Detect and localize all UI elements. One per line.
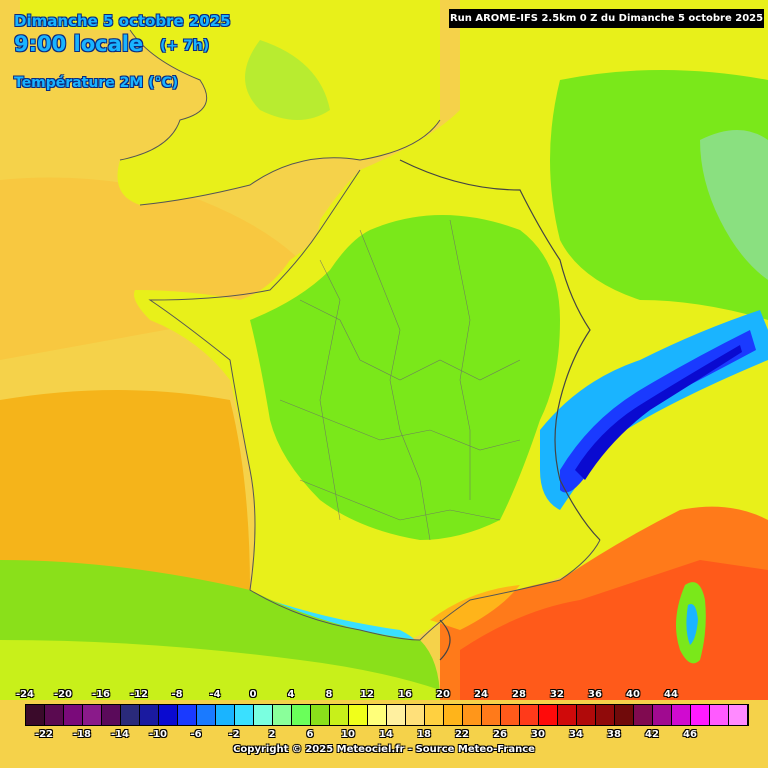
legend-top-tick: 28 [512, 689, 526, 700]
legend-bottom-tick: 22 [455, 729, 469, 740]
spain-yellow-band [0, 640, 440, 700]
temperature-legend: -24 -20 -16 -12 -8 -4 0 4 8 12 16 20 24 28 32 36 40 44 -2… [0, 686, 768, 768]
legend-bottom-tick: 34 [569, 729, 583, 740]
legend-swatch [45, 705, 64, 725]
run-info-banner: Run AROME-IFS 2.5km 0 Z du Dimanche 5 oc… [449, 9, 764, 28]
legend-bottom-tick: 6 [306, 729, 314, 740]
legend-swatch [178, 705, 197, 725]
britain-landmass [20, 0, 440, 205]
northeast-cyan [700, 130, 768, 280]
parameter-label: Température 2M (°C) [14, 75, 179, 91]
legend-top-tick: -16 [91, 689, 111, 700]
legend-bottom-tick: 30 [531, 729, 545, 740]
legend-bottom-tick: -14 [110, 729, 130, 740]
legend-bottom-tick: 38 [607, 729, 621, 740]
legend-swatch [691, 705, 710, 725]
legend-swatch [482, 705, 501, 725]
legend-swatch [330, 705, 349, 725]
legend-swatch [102, 705, 121, 725]
legend-top-tick: -4 [209, 689, 221, 700]
offset-label: (+ 7h) [160, 38, 210, 54]
national-borders [399, 159, 601, 661]
legend-swatch [235, 705, 254, 725]
legend-bottom-tick: 14 [379, 729, 393, 740]
legend-top-tick: 8 [325, 689, 333, 700]
copyright-text: Copyright © 2025 Meteociel.fr - Source M… [233, 744, 535, 755]
legend-swatch [520, 705, 539, 725]
germany-green [550, 70, 768, 320]
legend-bottom-tick: 42 [645, 729, 659, 740]
legend-swatch [406, 705, 425, 725]
legend-swatch [653, 705, 672, 725]
legend-top-tick: 32 [550, 689, 564, 700]
legend-top-tick: -24 [15, 689, 35, 700]
legend-top-tick: -20 [53, 689, 73, 700]
legend-swatch [64, 705, 83, 725]
gulf-of-lion-orange [430, 585, 520, 630]
legend-top-tick: -8 [171, 689, 183, 700]
legend-swatch [292, 705, 311, 725]
legend-swatch [615, 705, 634, 725]
legend-top-tick: 16 [398, 689, 412, 700]
legend-swatch [558, 705, 577, 725]
britain-coastline [119, 29, 441, 206]
legend-top-tick: 44 [664, 689, 678, 700]
legend-swatch [729, 705, 748, 725]
date-label: Dimanche 5 octobre 2025 [14, 12, 231, 30]
atlantic-warm-zone [0, 390, 250, 590]
legend-top-tick: 12 [360, 689, 374, 700]
legend-swatch [254, 705, 273, 725]
legend-bottom-tick: -6 [190, 729, 202, 740]
legend-top-tick: 24 [474, 689, 488, 700]
legend-swatch [121, 705, 140, 725]
legend-bottom-tick: -10 [148, 729, 168, 740]
legend-bottom-tick: 18 [417, 729, 431, 740]
department-borders [279, 219, 521, 541]
legend-top-tick: 40 [626, 689, 640, 700]
legend-top-tick: 4 [287, 689, 295, 700]
legend-top-tick: 0 [249, 689, 257, 700]
legend-swatch [539, 705, 558, 725]
legend-swatch [577, 705, 596, 725]
legend-swatch [425, 705, 444, 725]
legend-bottom-tick: 46 [683, 729, 697, 740]
legend-bottom-tick: -22 [34, 729, 54, 740]
legend-swatch [83, 705, 102, 725]
legend-swatch [349, 705, 368, 725]
time-label: 9:00 locale [14, 32, 144, 56]
britain-green-patches [245, 40, 330, 120]
legend-top-tick: 20 [436, 689, 450, 700]
legend-swatch [444, 705, 463, 725]
legend-swatch [159, 705, 178, 725]
legend-color-scale [25, 704, 749, 726]
alps-darkest [575, 345, 742, 480]
france-coastline [148, 169, 601, 641]
legend-bottom-tick: 10 [341, 729, 355, 740]
legend-swatch [463, 705, 482, 725]
legend-top-tick: 36 [588, 689, 602, 700]
legend-bottom-tick: -18 [72, 729, 92, 740]
legend-swatch [387, 705, 406, 725]
legend-bottom-tick: -2 [228, 729, 240, 740]
corsica-mountains [686, 604, 698, 645]
legend-swatch [672, 705, 691, 725]
legend-swatch [140, 705, 159, 725]
legend-swatch [634, 705, 653, 725]
legend-swatch [273, 705, 292, 725]
legend-swatch [311, 705, 330, 725]
legend-bottom-tick: 26 [493, 729, 507, 740]
legend-swatch [368, 705, 387, 725]
legend-swatch [710, 705, 729, 725]
legend-swatch [197, 705, 216, 725]
legend-bottom-tick: 2 [268, 729, 276, 740]
legend-swatch [216, 705, 235, 725]
legend-swatch [26, 705, 45, 725]
legend-swatch [501, 705, 520, 725]
legend-top-tick: -12 [129, 689, 149, 700]
legend-swatch [596, 705, 615, 725]
